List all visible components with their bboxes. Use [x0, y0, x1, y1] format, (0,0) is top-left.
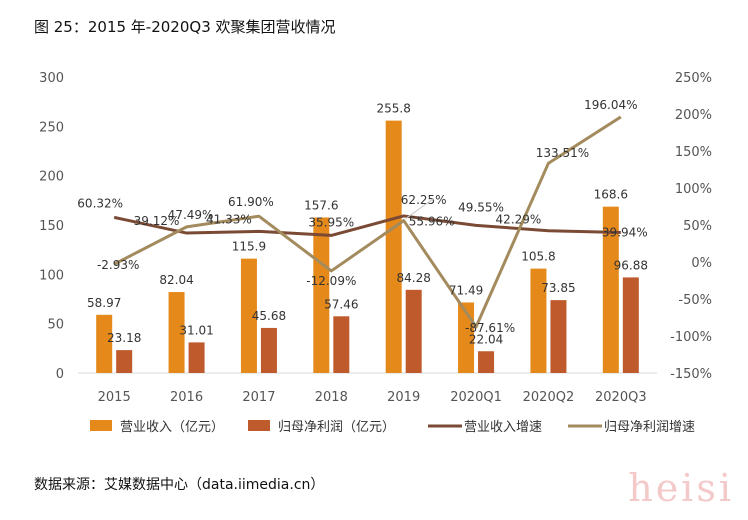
x-tick-label: 2020Q3	[595, 390, 647, 405]
x-tick-label: 2015	[98, 390, 131, 405]
y-right-tick-label: -150%	[670, 367, 712, 382]
chart-title: 图 25：2015 年-2020Q3 欢聚集团营收情况	[34, 18, 336, 36]
bar-net-profit	[405, 289, 422, 373]
y-right-tick-label: 150%	[675, 145, 712, 160]
profit-growth-data-label: 47.49%	[168, 208, 214, 222]
bar-net-profit	[478, 351, 495, 373]
revenue-data-label: 115.9	[232, 240, 266, 254]
bar-revenue	[240, 258, 257, 373]
y-right-tick-label: 50%	[683, 219, 712, 234]
label-leader-line	[405, 198, 434, 219]
bar-net-profit	[622, 277, 639, 373]
bar-net-profit	[188, 342, 205, 373]
bar-revenue	[168, 292, 185, 373]
profit-growth-data-label: -2.93%	[97, 258, 139, 272]
watermark: heisi	[628, 466, 734, 510]
y-left-tick-label: 100	[39, 268, 64, 283]
revenue-growth-data-label: 35.95%	[308, 215, 354, 229]
legend-swatch	[90, 420, 112, 431]
y-right-tick-label: 200%	[675, 108, 712, 123]
bar-net-profit	[116, 350, 133, 373]
legend-label: 营业收入增速	[464, 420, 542, 435]
bar-revenue	[602, 206, 619, 373]
y-right-tick-label: -100%	[670, 330, 712, 345]
x-tick-label: 2019	[387, 390, 420, 405]
profit-growth-line	[113, 115, 622, 329]
net-profit-data-label: 96.88	[614, 258, 648, 272]
y-left-tick-label: 250	[39, 120, 64, 135]
bar-net-profit	[260, 327, 277, 373]
y-left-tick-label: 300	[39, 71, 64, 86]
revenue-growth-data-label: 39.94%	[602, 225, 648, 239]
legend-label: 归母净利润（亿元）	[278, 420, 395, 435]
profit-growth-data-label: -87.61%	[465, 321, 515, 335]
revenue-growth-line	[113, 214, 621, 237]
profit-growth-data-label: 61.90%	[228, 195, 274, 209]
revenue-growth-data-label: 49.55%	[458, 200, 504, 214]
profit-growth-data-label: 55.96%	[409, 215, 455, 229]
x-tick-label: 2020Q1	[450, 390, 502, 405]
x-tick-label: 2020Q2	[523, 390, 575, 405]
legend-label: 归母净利润增速	[604, 420, 695, 435]
y-left-tick-label: 50	[47, 318, 64, 333]
bar-revenue	[385, 120, 402, 374]
revenue-growth-data-label: 60.32%	[77, 196, 123, 210]
revenue-data-label: 168.6	[594, 188, 628, 202]
revenue-growth-data-label: 39.12%	[134, 214, 180, 228]
net-profit-data-label: 23.18	[107, 331, 141, 345]
x-tick-label: 2017	[242, 390, 275, 405]
source-note: 数据来源：艾媒数据中心（data.iimedia.cn）	[34, 477, 325, 493]
revenue-data-label: 71.49	[449, 283, 483, 297]
bar-revenue	[530, 268, 547, 373]
bar-revenue	[96, 314, 113, 373]
revenue-growth-data-label: 62.25%	[401, 193, 447, 207]
revenue-data-label: 157.6	[304, 199, 338, 213]
profit-growth-data-label: 196.04%	[584, 98, 637, 112]
revenue-data-label: 255.8	[377, 102, 411, 116]
y-left-tick-label: 200	[39, 170, 64, 185]
net-profit-data-label: 31.01	[179, 323, 213, 337]
net-profit-data-label: 73.85	[541, 281, 575, 295]
legend-swatch	[248, 420, 270, 431]
profit-growth-data-label: -12.09%	[306, 274, 356, 288]
bar-net-profit	[333, 316, 350, 373]
net-profit-data-label: 84.28	[397, 271, 431, 285]
y-left-tick-label: 0	[56, 367, 64, 382]
y-right-tick-label: 250%	[675, 71, 712, 86]
bar-net-profit	[550, 300, 567, 373]
x-tick-label: 2018	[315, 390, 348, 405]
revenue-growth-data-label: 42.29%	[496, 213, 542, 227]
legend-label: 营业收入（亿元）	[120, 420, 224, 435]
net-profit-data-label: 45.68	[252, 309, 286, 323]
y-left-tick-label: 150	[39, 219, 64, 234]
revenue-data-label: 58.97	[87, 296, 121, 310]
x-tick-label: 2016	[170, 390, 203, 405]
net-profit-data-label: 57.46	[324, 297, 358, 311]
profit-growth-data-label: 133.51%	[536, 146, 589, 160]
revenue-growth-data-label: 41.33%	[206, 212, 252, 226]
y-right-tick-label: 0%	[691, 256, 712, 271]
revenue-data-label: 82.04	[159, 273, 193, 287]
revenue-data-label: 105.8	[521, 250, 555, 264]
y-right-tick-label: -50%	[678, 293, 712, 308]
bar-revenue	[313, 217, 330, 373]
net-profit-data-label: 22.04	[469, 332, 503, 346]
y-right-tick-label: 100%	[675, 182, 712, 197]
